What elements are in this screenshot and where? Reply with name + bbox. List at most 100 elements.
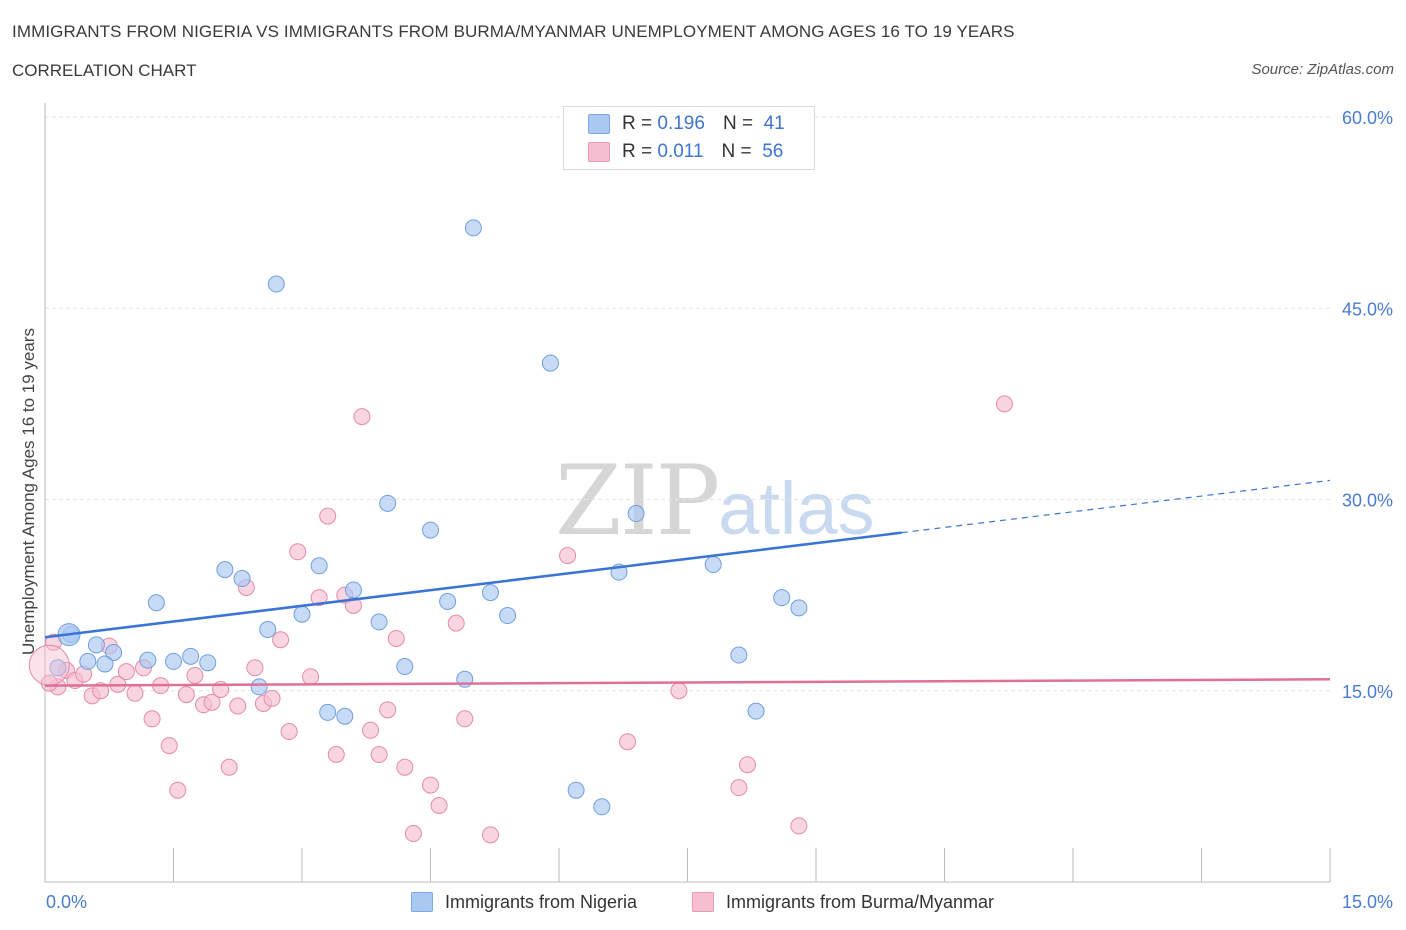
source-label: Source: ZipAtlas.com (1251, 61, 1394, 78)
data-point (670, 682, 688, 700)
data-point (79, 652, 97, 670)
data-point (541, 354, 559, 372)
data-point (456, 670, 474, 688)
data-point (220, 758, 238, 776)
legend-r-value: 0.196 (657, 113, 705, 134)
data-point (481, 826, 499, 844)
data-point (593, 798, 611, 816)
legend-n-value: 56 (762, 141, 784, 162)
data-point (293, 605, 311, 623)
data-point (250, 678, 268, 696)
data-point-large (28, 644, 70, 686)
data-point (319, 507, 337, 525)
legend-r-label: R = (622, 141, 653, 162)
data-point (370, 746, 388, 763)
watermark: ZIPatlas (555, 445, 875, 557)
data-point (105, 644, 123, 661)
bottom-legend-swatch-nigeria (411, 892, 433, 912)
data-point (49, 659, 67, 677)
data-point (139, 651, 157, 669)
data-point (302, 668, 320, 686)
data-point (319, 703, 337, 721)
bottom-legend-label-nigeria: Immigrants from Nigeria (445, 891, 638, 912)
data-point (439, 593, 457, 610)
data-point (627, 505, 645, 523)
data-point (267, 275, 285, 293)
data-point (559, 547, 577, 565)
data-point (233, 570, 251, 588)
data-point (117, 663, 135, 681)
data-point (165, 652, 182, 670)
data-point (447, 614, 465, 632)
data-point (96, 655, 114, 673)
data-point (704, 556, 722, 574)
data-point (263, 689, 281, 707)
data-point (738, 756, 756, 774)
data-point (567, 781, 585, 799)
data-point (773, 589, 791, 607)
x-tick-label-min: 0.0% (46, 892, 87, 912)
data-point (379, 701, 397, 719)
x-tick-label-max: 15.0% (1342, 892, 1393, 912)
trendline-nigeria-projection (901, 479, 1331, 534)
data-point (422, 521, 439, 539)
y-tick-label: 45.0% (1342, 299, 1393, 319)
chart-subtitle: CORRELATION CHART (12, 61, 197, 80)
data-point (362, 721, 380, 739)
data-point (246, 659, 264, 677)
legend-r-value: 0.011 (657, 141, 704, 162)
data-point (481, 584, 499, 602)
bottom-legend-label-burma: Immigrants from Burma/Myanmar (726, 891, 995, 912)
data-point (422, 776, 439, 794)
data-point (730, 646, 748, 664)
y-tick-label: 15.0% (1342, 682, 1393, 702)
data-point (464, 219, 482, 237)
data-point (182, 647, 200, 665)
watermark-atlas: atlas (718, 467, 875, 550)
data-point (430, 797, 448, 814)
trendline-nigeria (44, 531, 902, 639)
data-point (747, 702, 765, 720)
data-point (404, 825, 422, 843)
data-point (336, 707, 354, 725)
legend-swatch-burma (588, 142, 610, 162)
legend-row-nigeria: R = 0.196 N = 41 (588, 112, 785, 136)
y-tick-label: 60.0% (1342, 108, 1393, 128)
watermark-zip: ZIP (555, 445, 720, 557)
data-point (272, 631, 290, 649)
data-point (456, 710, 474, 728)
y-tick-label: 30.0% (1342, 491, 1393, 511)
data-point (203, 693, 221, 711)
data-point (169, 781, 187, 799)
data-point (344, 581, 362, 599)
data-point (396, 758, 414, 776)
data-point (379, 494, 397, 512)
data-point (370, 613, 388, 631)
data-point (327, 746, 345, 763)
data-point (160, 737, 178, 755)
stats-legend: R = 0.196 N = 41 R = 0.011 N = 56 (563, 106, 815, 170)
bottom-legend-nigeria: Immigrants from Nigeria (411, 890, 637, 914)
legend-r-label: R = (622, 113, 653, 134)
data-point (387, 629, 405, 647)
data-point (259, 621, 277, 639)
data-point (147, 594, 165, 612)
data-point (730, 779, 748, 797)
legend-swatch-nigeria (588, 114, 610, 134)
data-point (790, 817, 808, 835)
data-point (499, 607, 517, 625)
data-point (289, 543, 307, 561)
data-point (143, 710, 161, 728)
chart-title: IMMIGRANTS FROM NIGERIA VS IMMIGRANTS FR… (12, 22, 1015, 41)
data-point (790, 599, 808, 617)
y-axis-title: Unemployment Among Ages 16 to 19 years (19, 328, 38, 655)
data-point (177, 686, 195, 704)
legend-n-value: 41 (763, 113, 785, 134)
legend-n-label: N = (722, 113, 754, 134)
data-point (216, 561, 234, 579)
data-point (92, 682, 110, 700)
data-point (396, 658, 414, 676)
data-point (619, 733, 637, 751)
bottom-legend-burma: Immigrants from Burma/Myanmar (692, 890, 994, 914)
